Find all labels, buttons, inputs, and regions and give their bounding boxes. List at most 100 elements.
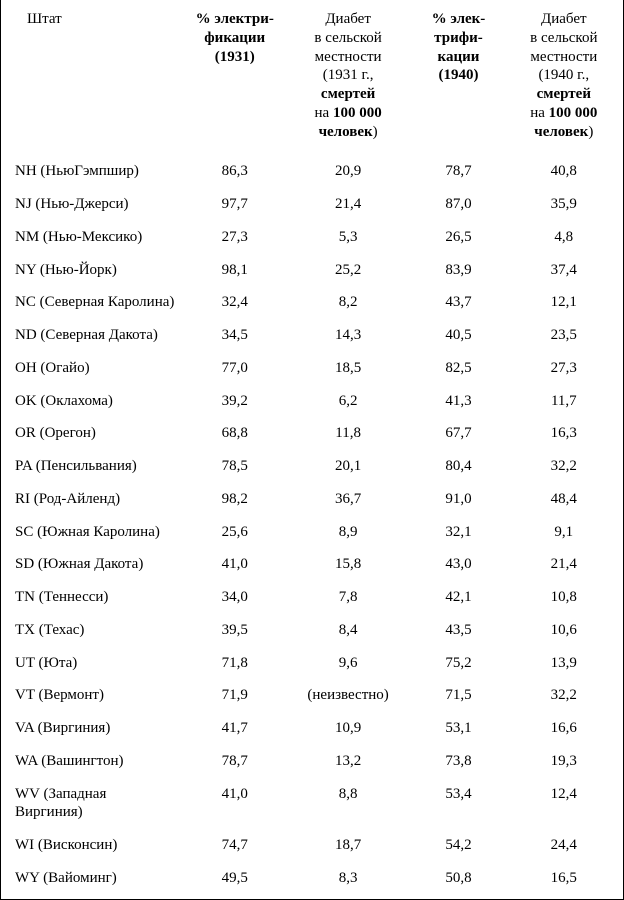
elec-1931-cell: 97,7: [182, 188, 288, 221]
elec-1940-cell: 78,7: [408, 155, 508, 188]
elec-1940-cell: 67,7: [408, 417, 508, 450]
state-cell: UT (Юта): [5, 647, 182, 680]
elec-1931-cell: 39,2: [182, 385, 288, 418]
table-row: ND (Северная Дакота)34,514,340,523,5: [5, 319, 619, 352]
table-row: OR (Орегон)68,811,867,716,3: [5, 417, 619, 450]
diabetes-1931-cell: 21,4: [288, 188, 408, 221]
header-text: Диабет: [325, 11, 371, 27]
diabetes-1940-cell: 19,3: [509, 745, 619, 778]
data-table-container: Штат % электри- фикации (1931) Диабет в …: [0, 0, 624, 900]
elec-1931-cell: 68,8: [182, 417, 288, 450]
table-row: UT (Юта)71,89,675,213,9: [5, 647, 619, 680]
diabetes-1931-cell: (неизвестно): [288, 679, 408, 712]
elec-1931-cell: 39,5: [182, 614, 288, 647]
elec-1931-cell: 86,3: [182, 155, 288, 188]
elec-1940-cell: 75,2: [408, 647, 508, 680]
table-row: SD (Южная Дакота)41,015,843,021,4: [5, 548, 619, 581]
diabetes-1940-cell: 48,4: [509, 483, 619, 516]
diabetes-1931-cell: 18,7: [288, 829, 408, 862]
diabetes-1931-cell: 8,4: [288, 614, 408, 647]
diabetes-1940-cell: 9,1: [509, 516, 619, 549]
header-text: в сельской: [530, 30, 597, 46]
state-cell: OR (Орегон): [5, 417, 182, 450]
elec-1931-cell: 49,5: [182, 862, 288, 895]
table-row: SC (Южная Каролина)25,68,932,19,1: [5, 516, 619, 549]
state-cell: NY (Нью-Йорк): [5, 254, 182, 287]
elec-1931-cell: 98,2: [182, 483, 288, 516]
table-row: TX (Техас)39,58,443,510,6: [5, 614, 619, 647]
diabetes-1931-cell: 14,3: [288, 319, 408, 352]
table-row: NY (Нью-Йорк)98,125,283,937,4: [5, 254, 619, 287]
table-row: PA (Пенсильвания)78,520,180,432,2: [5, 450, 619, 483]
state-cell: OH (Огайо): [5, 352, 182, 385]
header-text: человек: [534, 124, 588, 140]
diabetes-1931-cell: 11,8: [288, 417, 408, 450]
diabetes-1940-cell: 16,6: [509, 712, 619, 745]
state-cell: NH (НьюГэмпшир): [5, 155, 182, 188]
state-cell: NM (Нью-Мексико): [5, 221, 182, 254]
elec-1931-cell: 78,5: [182, 450, 288, 483]
table-row: WY (Вайоминг)49,58,350,816,5: [5, 862, 619, 895]
diabetes-1931-cell: 15,8: [288, 548, 408, 581]
table-header-row: Штат % электри- фикации (1931) Диабет в …: [5, 6, 619, 155]
header-text: местности: [315, 49, 382, 65]
header-text: на: [315, 105, 333, 121]
elec-1931-cell: 27,3: [182, 221, 288, 254]
diabetes-1931-cell: 25,2: [288, 254, 408, 287]
table-row: NJ (Нью-Джерси)97,721,487,035,9: [5, 188, 619, 221]
state-cell: RI (Род-Айленд): [5, 483, 182, 516]
diabetes-1940-cell: 12,4: [509, 778, 619, 830]
diabetes-1931-cell: 6,2: [288, 385, 408, 418]
elec-1940-cell: 32,1: [408, 516, 508, 549]
table-body: NH (НьюГэмпшир)86,320,978,740,8NJ (Нью-Д…: [5, 155, 619, 894]
header-text: (1940 г.,: [538, 67, 589, 83]
table-row: NC (Северная Каролина)32,48,243,712,1: [5, 286, 619, 319]
state-cell: WY (Вайоминг): [5, 862, 182, 895]
diabetes-1940-cell: 32,2: [509, 679, 619, 712]
diabetes-1940-cell: 27,3: [509, 352, 619, 385]
diabetes-1940-cell: 21,4: [509, 548, 619, 581]
elec-1940-cell: 80,4: [408, 450, 508, 483]
col-header-diabetes-1940: Диабет в сельской местности (1940 г., см…: [509, 6, 619, 155]
state-cell: TN (Теннесси): [5, 581, 182, 614]
table-row: WA (Вашингтон)78,713,273,819,3: [5, 745, 619, 778]
elec-1940-cell: 43,5: [408, 614, 508, 647]
header-text: 100 000: [549, 105, 598, 121]
diabetes-1940-cell: 13,9: [509, 647, 619, 680]
state-cell: PA (Пенсильвания): [5, 450, 182, 483]
diabetes-1940-cell: 24,4: [509, 829, 619, 862]
header-text: в сельской: [314, 30, 381, 46]
diabetes-1931-cell: 10,9: [288, 712, 408, 745]
state-cell: SD (Южная Дакота): [5, 548, 182, 581]
elec-1940-cell: 53,1: [408, 712, 508, 745]
header-text: трифи-: [434, 30, 483, 46]
elec-1931-cell: 71,8: [182, 647, 288, 680]
header-text: Штат: [27, 11, 62, 27]
elec-1940-cell: 40,5: [408, 319, 508, 352]
col-header-elec-1931: % электри- фикации (1931): [182, 6, 288, 155]
elec-1931-cell: 34,5: [182, 319, 288, 352]
table-row: NM (Нью-Мексико)27,35,326,54,8: [5, 221, 619, 254]
elec-1931-cell: 41,0: [182, 548, 288, 581]
state-cell: NJ (Нью-Джерси): [5, 188, 182, 221]
diabetes-1931-cell: 8,2: [288, 286, 408, 319]
elec-1931-cell: 77,0: [182, 352, 288, 385]
diabetes-1931-cell: 8,9: [288, 516, 408, 549]
table-row: NH (НьюГэмпшир)86,320,978,740,8: [5, 155, 619, 188]
diabetes-1931-cell: 36,7: [288, 483, 408, 516]
diabetes-1931-cell: 20,9: [288, 155, 408, 188]
diabetes-1940-cell: 37,4: [509, 254, 619, 287]
data-table: Штат % электри- фикации (1931) Диабет в …: [5, 6, 619, 895]
diabetes-1940-cell: 10,6: [509, 614, 619, 647]
elec-1931-cell: 78,7: [182, 745, 288, 778]
header-text: человек: [319, 124, 373, 140]
elec-1940-cell: 87,0: [408, 188, 508, 221]
header-text: Диабет: [541, 11, 587, 27]
table-row: OH (Огайо)77,018,582,527,3: [5, 352, 619, 385]
elec-1940-cell: 71,5: [408, 679, 508, 712]
header-text: смертей: [537, 86, 591, 102]
elec-1931-cell: 25,6: [182, 516, 288, 549]
header-text: местности: [530, 49, 597, 65]
state-cell: NC (Северная Каролина): [5, 286, 182, 319]
state-cell: VT (Вермонт): [5, 679, 182, 712]
